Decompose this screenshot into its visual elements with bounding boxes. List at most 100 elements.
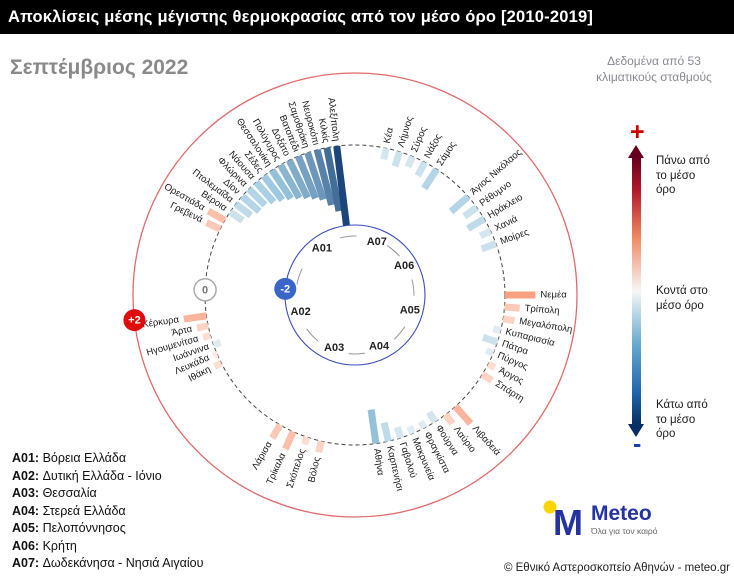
- station-bar: [478, 227, 493, 240]
- station-bar: [206, 207, 227, 224]
- station-bar-group: [196, 322, 209, 332]
- station-bar-group: [183, 312, 207, 323]
- station-bar-group: [367, 409, 380, 445]
- region-separator-arc: [386, 245, 400, 257]
- station-bar: [421, 167, 440, 191]
- legend-plus-symbol: +: [630, 118, 645, 146]
- station-bar: [286, 158, 311, 200]
- legend-near-label: Κοντά στο μέσο όρο: [656, 285, 708, 312]
- station-bar-group: [323, 147, 343, 212]
- station-bar-group: [295, 154, 319, 200]
- region-code-label: A02: [291, 306, 311, 318]
- month-subtitle: Σεπτέμβριος 2022: [10, 56, 189, 79]
- region-separator-arc: [411, 279, 415, 296]
- station-bar: [448, 193, 471, 215]
- station-bar: [462, 204, 479, 220]
- arrow-up-icon: [628, 145, 644, 158]
- station-bar-group: [466, 215, 487, 232]
- station-count-note: Δεδομένα από 53 κλιματικούς σταθμούς: [596, 54, 712, 84]
- station-bar: [414, 160, 428, 178]
- minus2-ring: [284, 224, 426, 366]
- station-bar-group: [202, 331, 212, 341]
- station-bar: [393, 425, 404, 439]
- region-code: A05:: [12, 521, 40, 535]
- region-legend-item: A06: Κρήτη: [12, 539, 242, 553]
- station-bar-group: [462, 204, 479, 220]
- station-bar: [212, 338, 222, 349]
- station-bar-group: [233, 201, 254, 219]
- station-label: Αθήνα: [371, 448, 386, 477]
- station-bar: [380, 147, 390, 161]
- station-label: Κέα: [382, 126, 396, 144]
- station-bar: [380, 421, 392, 443]
- region-code: A02:: [12, 468, 40, 483]
- station-bar-group: [421, 167, 440, 191]
- region-name: Θεσσαλία: [39, 486, 97, 500]
- region-separator-arc: [296, 268, 303, 285]
- scale-badge-zero-label: 0: [202, 284, 208, 296]
- legend-minus-symbol: -: [633, 430, 642, 458]
- station-bar: [505, 291, 536, 299]
- station-bar-group: [282, 430, 297, 451]
- logo-mark-icon: M: [543, 500, 583, 540]
- station-bar: [204, 219, 222, 233]
- station-label: Άρτα: [171, 324, 194, 339]
- station-bar: [304, 151, 327, 201]
- station-bar-group: [315, 440, 325, 454]
- legend-below-label: Κάτω από το μέσο όρο: [656, 399, 708, 441]
- station-bar: [301, 435, 311, 446]
- station-bar-group: [393, 425, 404, 439]
- station-bar-group: [313, 148, 335, 206]
- station-bar-group: [426, 410, 439, 424]
- station-bar-group: [380, 421, 392, 443]
- station-bar: [481, 333, 499, 346]
- station-bar: [417, 419, 428, 430]
- logo-texts: Meteo Όλα για τον καιρό: [591, 503, 657, 536]
- station-bar: [212, 350, 219, 359]
- station-bar: [426, 410, 439, 424]
- region-name: Δυτική Ελλάδα - Ιόνιο: [39, 468, 162, 483]
- station-bar-group: [228, 209, 245, 224]
- station-bar-group: [492, 325, 502, 334]
- station-bar: [295, 154, 319, 200]
- region-code: A01:: [12, 451, 40, 465]
- station-bar: [233, 201, 254, 219]
- region-legend-list: A01: Βόρεια Ελλάδα A02: Δυτική Ελλάδα - Ι…: [12, 451, 242, 574]
- svg-text:M: M: [553, 502, 583, 540]
- station-bar-group: [333, 145, 350, 226]
- station-bar-group: [406, 425, 416, 435]
- station-bar: [452, 404, 474, 426]
- station-bar: [484, 347, 495, 357]
- region-code: A06:: [12, 538, 40, 553]
- scale-badge-minus2-label: -2: [280, 283, 290, 295]
- station-bar: [183, 312, 207, 323]
- station-bar: [323, 147, 343, 212]
- arrow-down-icon: [628, 424, 644, 437]
- station-bar: [502, 315, 515, 325]
- station-label: Νεμέα: [540, 290, 567, 301]
- region-code: A03:: [12, 486, 40, 500]
- region-name: Δωδεκάνησα - Νησιά Αιγαίου: [39, 556, 204, 570]
- station-bar-group: [452, 404, 474, 426]
- station-bar-group: [448, 193, 471, 215]
- station-bar-group: [206, 207, 227, 224]
- station-label: Αλεξ/πολη: [325, 97, 341, 142]
- logo-title: Meteo: [591, 501, 652, 525]
- station-bar-group: [204, 219, 222, 233]
- station-bar-group: [502, 315, 515, 325]
- station-bar: [261, 173, 286, 203]
- station-bar-group: [391, 150, 403, 168]
- color-legend: + - Πάνω από το μέσο όρο Κοντά στο μέσο …: [622, 118, 734, 478]
- station-bar: [504, 303, 520, 312]
- region-legend-item: A01: Βόρεια Ελλάδα: [12, 451, 242, 465]
- region-name: Πελοπόννησος: [39, 521, 126, 535]
- title-bar: Αποκλίσεις μέσης μέγιστης θερμοκρασίας α…: [0, 0, 734, 34]
- station-bar: [269, 168, 294, 201]
- region-legend-item: A04: Στερεά Ελλάδα: [12, 504, 242, 518]
- station-bar-group: [486, 360, 497, 371]
- station-bar-group: [442, 412, 456, 426]
- station-label: Κέρκυρα: [142, 314, 180, 330]
- station-bar: [212, 359, 223, 370]
- legend-above-label: Πάνω από το μέσο όρο: [656, 155, 710, 197]
